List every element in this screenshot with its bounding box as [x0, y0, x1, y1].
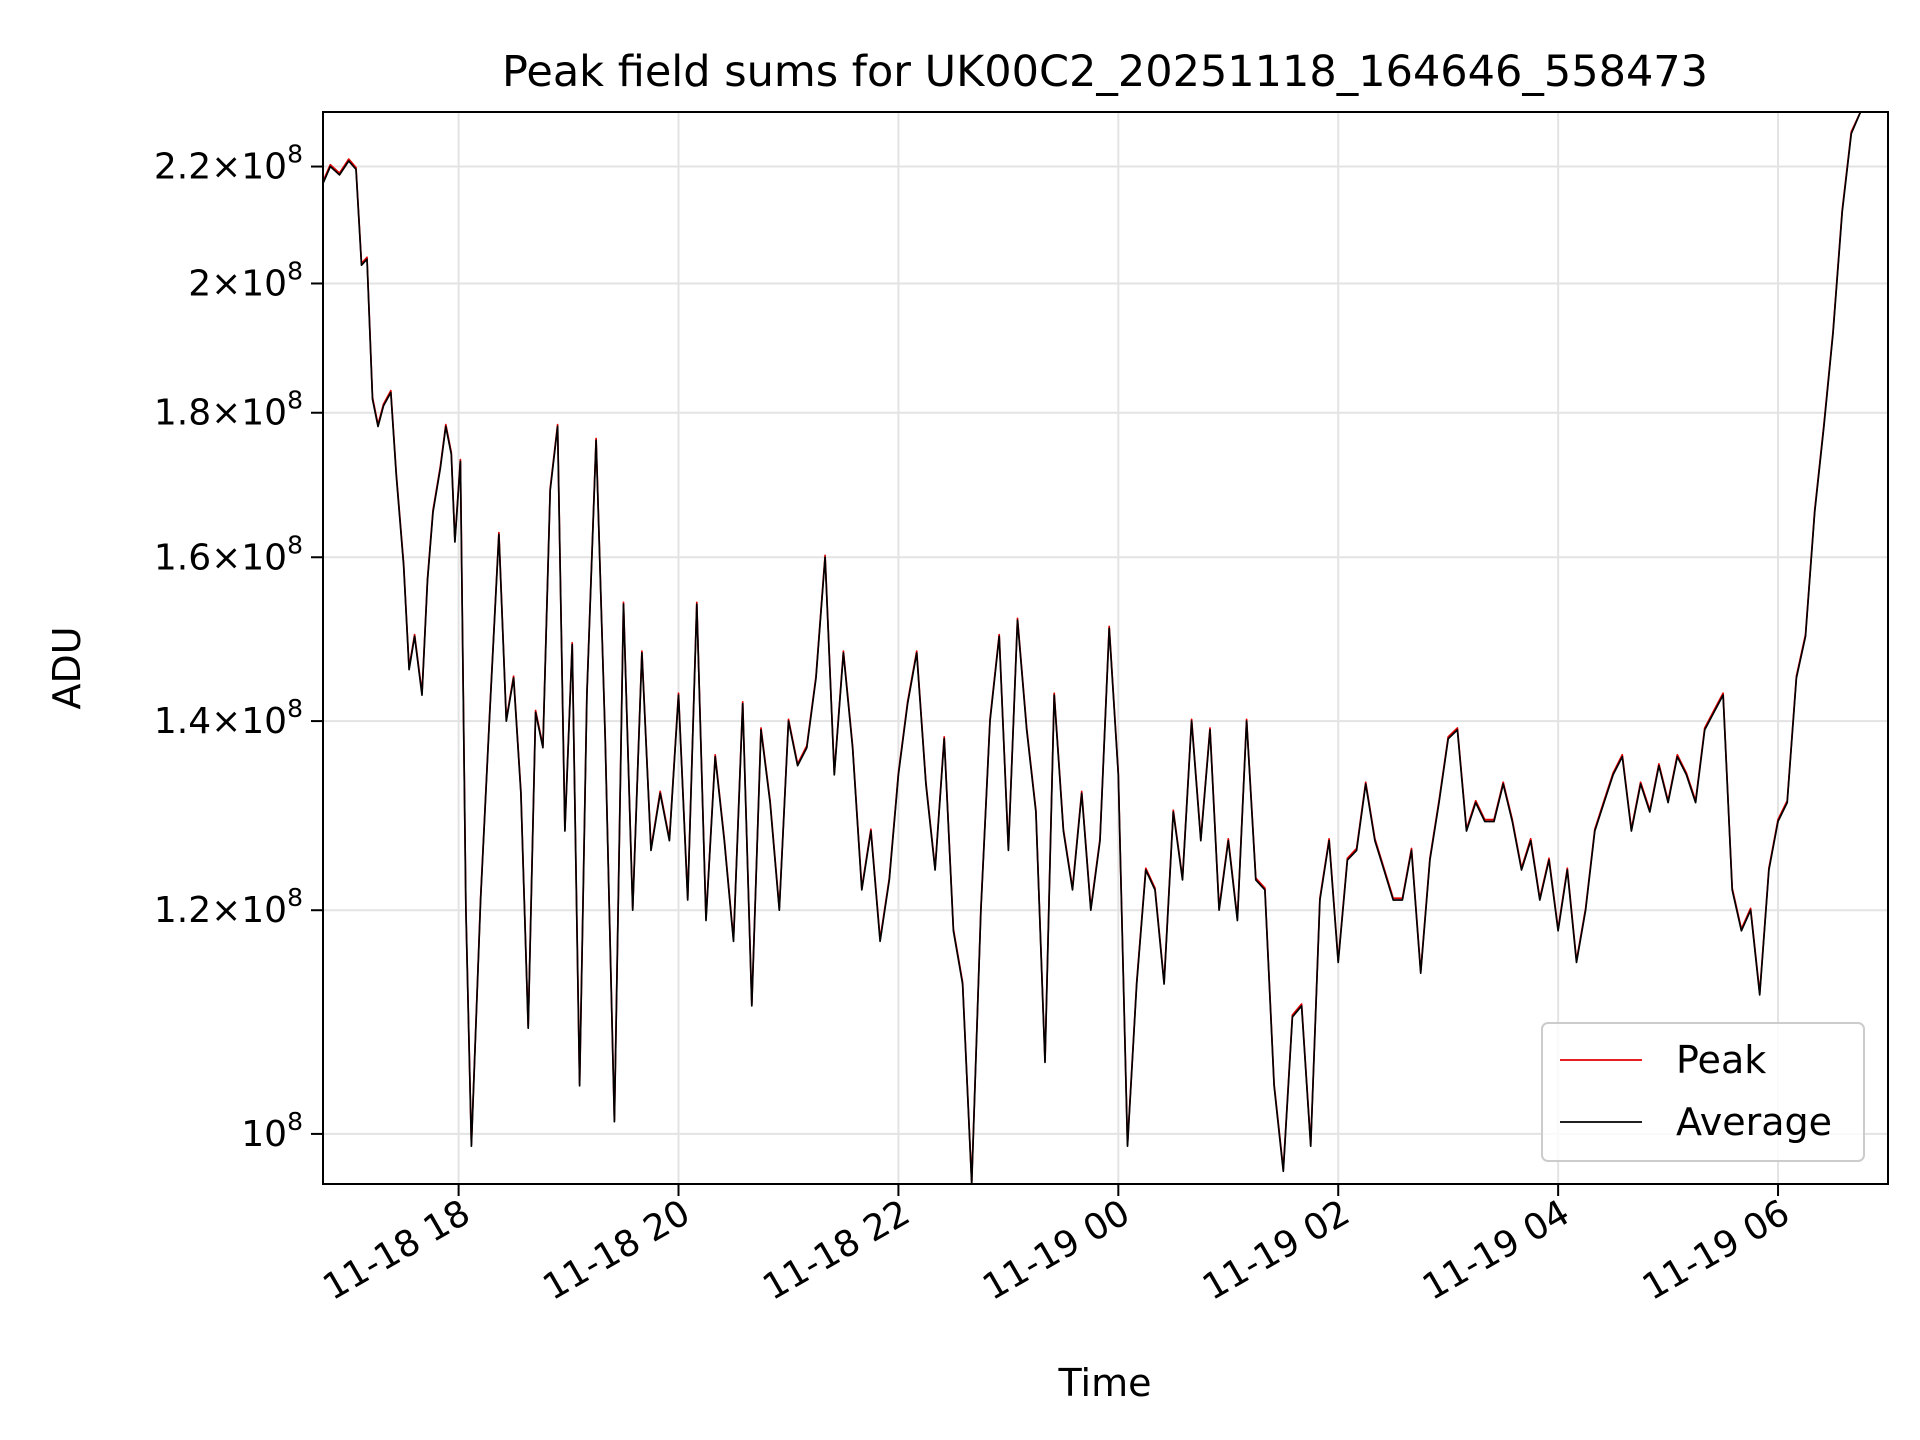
y-tick-label: 2.2×108 — [154, 140, 303, 188]
legend: Peak Average — [1541, 1022, 1865, 1162]
series-layer — [322, 111, 1862, 1185]
y-tick-label: 1.8×108 — [154, 386, 303, 434]
y-tick-label: 1.4×108 — [154, 694, 303, 742]
y-tick-label: 108 — [241, 1107, 303, 1155]
x-axis-label: Time — [1058, 1361, 1152, 1405]
y-tick-label: 1.2×108 — [154, 883, 303, 931]
plot-frame — [322, 111, 1889, 1185]
chart-title: Peak field sums for UK00C2_20251118_1646… — [502, 47, 1708, 97]
y-axis: 108 1.2×108 1.4×108 1.6×108 1.8×108 2×108 2.2×… — [154, 140, 323, 1155]
series-line-average — [322, 111, 1862, 1185]
legend-label-average: Average — [1676, 1100, 1832, 1144]
legend-box — [1541, 1022, 1865, 1162]
y-tick-label: 1.6×108 — [154, 530, 303, 578]
y-axis-label: ADU — [45, 626, 89, 709]
y-tick-label: 2×108 — [188, 256, 303, 304]
legend-label-peak: Peak — [1676, 1038, 1766, 1082]
